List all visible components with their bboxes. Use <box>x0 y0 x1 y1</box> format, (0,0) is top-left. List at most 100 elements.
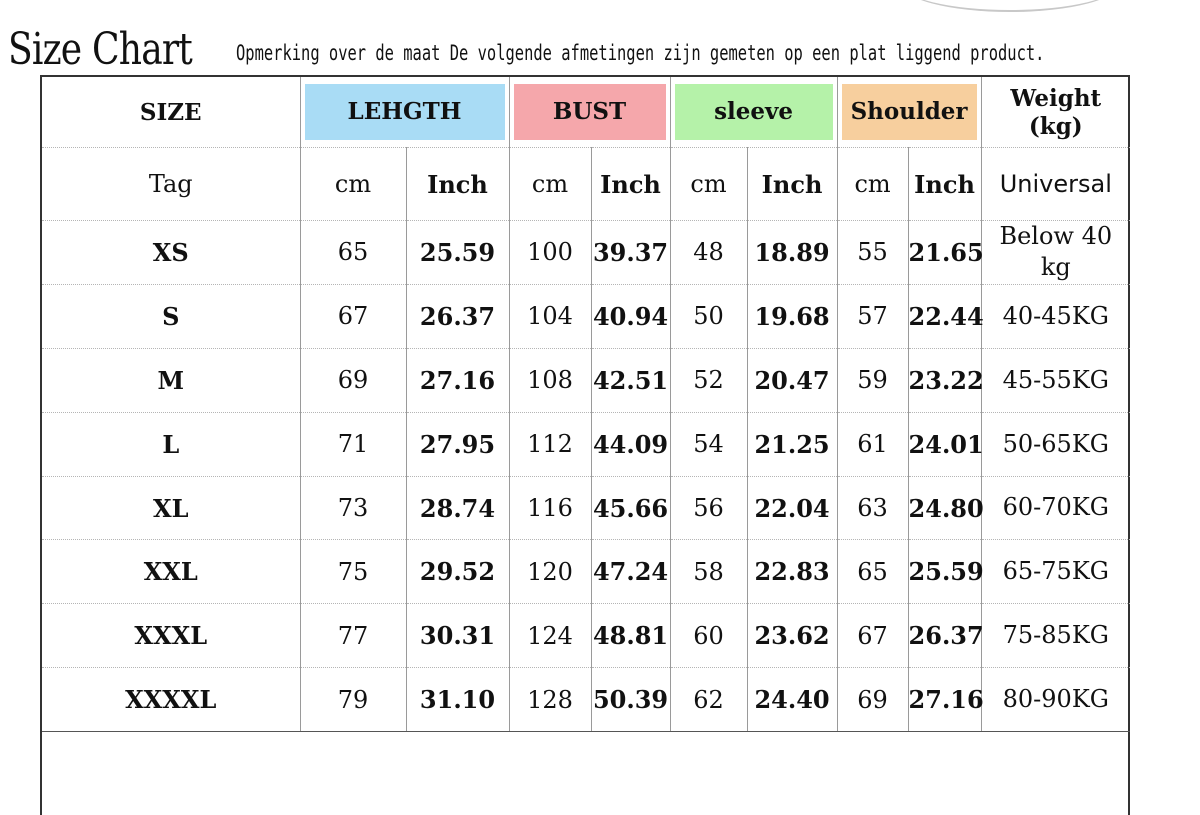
sleeve-inch-cell: 19.68 <box>746 284 838 349</box>
sleeve-inch-cell: 20.47 <box>746 348 838 413</box>
sleeve-inch-cell: 22.04 <box>746 476 838 541</box>
length-cm-cell: 79 <box>299 667 406 733</box>
shoulder-inch-cell: 21.65 <box>907 220 984 285</box>
length-inch-cell: 27.95 <box>405 412 510 477</box>
shoulder-inch-cell: 26.37 <box>907 603 984 669</box>
size-cell: S <box>42 284 300 349</box>
header-weight-cell: Weight (kg) <box>980 77 1131 148</box>
length-inch-cell: 28.74 <box>405 476 510 541</box>
unit-bust-cm: cm <box>508 147 592 221</box>
header-row: SIZE LEHGTH BUST sleeve Shoulder Weight … <box>42 77 1131 148</box>
bust-cm-cell: 112 <box>508 412 592 477</box>
length-cm-cell: 67 <box>299 284 406 349</box>
title-row: Size Chart Opmerking over de maat De vol… <box>8 6 1200 72</box>
size-chart-frame: SIZE LEHGTH BUST sleeve Shoulder Weight … <box>40 75 1131 815</box>
unit-shoulder-cm: cm <box>836 147 909 221</box>
sleeve-inch-cell: 23.62 <box>746 603 838 669</box>
table-row: M 69 27.16 108 42.51 52 20.47 59 23.22 45-55KG <box>42 348 1131 413</box>
weight-cell: Below 40 kg <box>980 220 1131 285</box>
unit-tag: Tag <box>42 147 300 221</box>
bust-inch-cell: 44.09 <box>590 412 671 477</box>
sleeve-inch-cell: 24.40 <box>746 667 838 733</box>
bust-cm-cell: 124 <box>508 603 592 669</box>
length-inch-cell: 29.52 <box>405 539 510 605</box>
bust-cm-cell: 104 <box>508 284 592 349</box>
unit-sleeve-inch: Inch <box>746 147 838 221</box>
shoulder-inch-cell: 24.01 <box>907 412 984 477</box>
shoulder-cm-cell: 57 <box>836 284 909 349</box>
shoulder-inch-cell: 24.80 <box>907 476 984 541</box>
unit-shoulder-inch: Inch <box>907 147 982 221</box>
shoulder-inch-cell: 27.16 <box>907 667 984 733</box>
length-cm-cell: 75 <box>299 539 406 605</box>
table-row: XXXL 77 30.31 124 48.81 60 23.62 67 26.37 75-85KG <box>42 603 1131 669</box>
weight-cell: 80-90KG <box>980 667 1131 733</box>
shoulder-inch-cell: 23.22 <box>907 348 984 413</box>
sleeve-cm-cell: 56 <box>669 476 748 541</box>
unit-bust-inch: Inch <box>590 147 671 221</box>
shoulder-cm-cell: 65 <box>836 539 909 605</box>
sleeve-cm-cell: 62 <box>669 667 748 733</box>
header-bust-cell: BUST <box>508 77 671 148</box>
sleeve-inch-cell: 21.25 <box>746 412 838 477</box>
weight-cell: 75-85KG <box>980 603 1131 669</box>
size-cell: XXXXL <box>42 667 300 733</box>
shoulder-inch-cell: 25.59 <box>907 539 984 605</box>
bust-cm-cell: 120 <box>508 539 592 605</box>
header-sleeve: sleeve <box>674 84 833 140</box>
table-row: XXXXL 79 31.10 128 50.39 62 24.40 69 27.16 80-90K… <box>42 667 1131 733</box>
bust-inch-cell: 42.51 <box>590 348 671 413</box>
unit-length-cm: cm <box>299 147 406 221</box>
size-cell: L <box>42 412 300 477</box>
bust-cm-cell: 116 <box>508 476 592 541</box>
header-shoulder-cell: Shoulder <box>836 77 982 148</box>
shoulder-cm-cell: 59 <box>836 348 909 413</box>
sleeve-cm-cell: 58 <box>669 539 748 605</box>
bust-cm-cell: 100 <box>508 220 592 285</box>
weight-cell: 50-65KG <box>980 412 1131 477</box>
table-row: XL 73 28.74 116 45.66 56 22.04 63 24.80 60-70KG <box>42 476 1131 541</box>
sleeve-inch-cell: 18.89 <box>746 220 838 285</box>
header-sleeve-cell: sleeve <box>669 77 838 148</box>
bust-cm-cell: 108 <box>508 348 592 413</box>
header-size-cell: SIZE <box>42 77 300 148</box>
header-shoulder: Shoulder <box>841 84 977 140</box>
table-row: XS 65 25.59 100 39.37 48 18.89 55 21.65 Below 40 … <box>42 220 1131 285</box>
header-length: LEHGTH <box>304 84 505 140</box>
header-size: SIZE <box>139 99 202 126</box>
bust-cm-cell: 128 <box>508 667 592 733</box>
length-inch-cell: 26.37 <box>405 284 510 349</box>
size-cell: XXL <box>42 539 300 605</box>
bust-inch-cell: 39.37 <box>590 220 671 285</box>
table-body: SIZE LEHGTH BUST sleeve Shoulder Weight … <box>42 77 1131 733</box>
length-cm-cell: 73 <box>299 476 406 541</box>
unit-universal: Universal <box>980 147 1131 221</box>
table-row: L 71 27.95 112 44.09 54 21.25 61 24.01 50-65KG <box>42 412 1131 477</box>
sleeve-cm-cell: 54 <box>669 412 748 477</box>
bust-inch-cell: 47.24 <box>590 539 671 605</box>
header-weight: Weight (kg) <box>1010 85 1102 140</box>
length-inch-cell: 31.10 <box>405 667 510 733</box>
bust-inch-cell: 45.66 <box>590 476 671 541</box>
weight-cell: 40-45KG <box>980 284 1131 349</box>
length-inch-cell: 30.31 <box>405 603 510 669</box>
size-cell: M <box>42 348 300 413</box>
page-title: Size Chart <box>8 24 193 75</box>
shoulder-cm-cell: 69 <box>836 667 909 733</box>
length-cm-cell: 65 <box>299 220 406 285</box>
sleeve-inch-cell: 22.83 <box>746 539 838 605</box>
header-length-cell: LEHGTH <box>299 77 510 148</box>
bust-inch-cell: 40.94 <box>590 284 671 349</box>
size-cell: XL <box>42 476 300 541</box>
size-chart-table: SIZE LEHGTH BUST sleeve Shoulder Weight … <box>42 77 1131 733</box>
sleeve-cm-cell: 48 <box>669 220 748 285</box>
length-cm-cell: 71 <box>299 412 406 477</box>
unit-sleeve-cm: cm <box>669 147 748 221</box>
decorative-arc <box>900 0 1120 12</box>
weight-cell: 45-55KG <box>980 348 1131 413</box>
sleeve-cm-cell: 60 <box>669 603 748 669</box>
unit-length-inch: Inch <box>405 147 510 221</box>
page-subtitle: Opmerking over de maat De volgende afmet… <box>236 41 1045 65</box>
bust-inch-cell: 50.39 <box>590 667 671 733</box>
shoulder-cm-cell: 55 <box>836 220 909 285</box>
